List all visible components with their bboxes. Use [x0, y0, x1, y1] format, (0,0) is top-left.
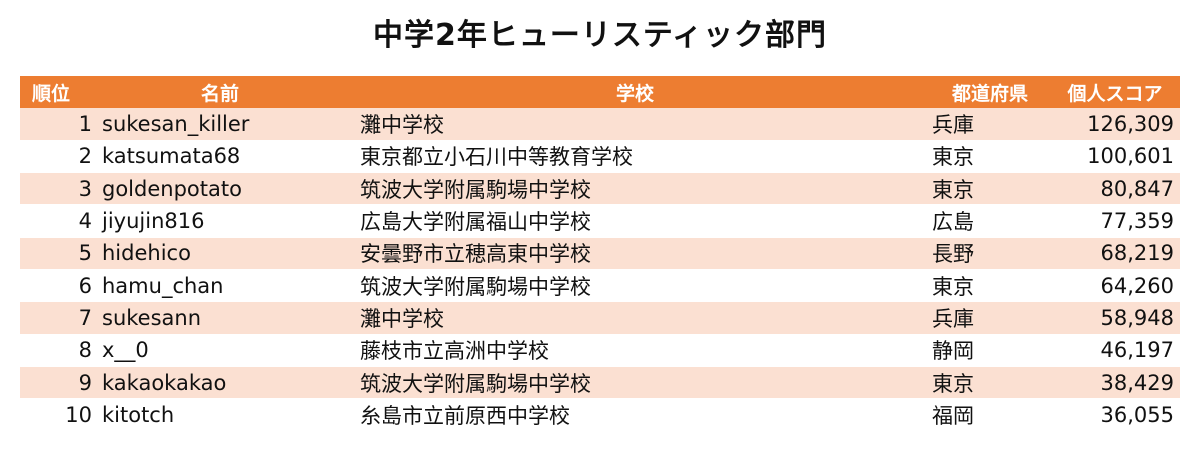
prefecture-cell: 東京	[932, 371, 974, 396]
table-row: 10 kitotch 糸島市立前原西中学校 福岡 36,055	[20, 398, 1180, 431]
rank-cell: 6	[78, 273, 92, 298]
score-cell: 46,197	[1100, 338, 1174, 363]
school-cell: 灘中学校	[360, 306, 444, 331]
rank-cell: 3	[78, 176, 92, 201]
prefecture-cell: 広島	[932, 210, 974, 235]
ranking-table: 順位 名前 学校 都道府県 個人スコア 1 sukesan_killer 灘中学…	[20, 76, 1180, 431]
school-cell: 筑波大学附属駒場中学校	[360, 274, 591, 299]
score-cell: 38,429	[1100, 370, 1174, 395]
table-body: 1 sukesan_killer 灘中学校 兵庫 126,309 2 katsu…	[20, 108, 1180, 431]
table-row: 6 hamu_chan 筑波大学附属駒場中学校 東京 64,260	[20, 269, 1180, 302]
page-title: 中学2年ヒューリスティック部門	[372, 18, 828, 53]
score-cell: 77,359	[1100, 209, 1174, 234]
rank-cell: 1	[78, 111, 92, 136]
name-cell: kitotch	[102, 402, 175, 427]
table-row: 5 hidehico 安曇野市立穂高東中学校 長野 68,219	[20, 237, 1180, 270]
school-cell: 藤枝市立高洲中学校	[360, 339, 549, 364]
table-row: 9 kakaokakao 筑波大学附属駒場中学校 東京 38,429	[20, 366, 1180, 399]
header-school: 学校	[615, 82, 654, 105]
prefecture-cell: 東京	[932, 177, 974, 202]
score-cell: 58,948	[1100, 305, 1174, 330]
score-cell: 100,601	[1087, 144, 1174, 169]
table-row: 2 katsumata68 東京都立小石川中等教育学校 東京 100,601	[20, 140, 1180, 173]
school-cell: 筑波大学附属駒場中学校	[360, 177, 591, 202]
score-cell: 64,260	[1100, 273, 1174, 298]
rank-cell: 9	[78, 370, 92, 395]
rank-cell: 5	[78, 241, 92, 266]
rank-cell: 4	[78, 209, 92, 234]
score-cell: 36,055	[1100, 402, 1174, 427]
school-cell: 広島大学附属福山中学校	[360, 210, 591, 235]
header-score: 個人スコア	[1067, 82, 1163, 105]
prefecture-cell: 兵庫	[932, 112, 974, 137]
table-row: 4 jiyujin816 広島大学附属福山中学校 広島 77,359	[20, 204, 1180, 238]
prefecture-cell: 東京	[932, 274, 974, 299]
header-rank: 順位	[32, 82, 71, 105]
rank-cell: 8	[78, 338, 92, 363]
name-cell: jiyujin816	[102, 209, 205, 234]
school-cell: 筑波大学附属駒場中学校	[360, 371, 591, 396]
header-name: 名前	[200, 82, 239, 105]
score-cell: 68,219	[1100, 241, 1174, 266]
name-cell: katsumata68	[102, 144, 241, 169]
name-cell: x__0	[102, 338, 149, 363]
school-cell: 安曇野市立穂高東中学校	[360, 242, 591, 267]
table-row: 3 goldenpotato 筑波大学附属駒場中学校 東京 80,847	[20, 172, 1180, 205]
rank-cell: 7	[78, 305, 92, 330]
table-row: 1 sukesan_killer 灘中学校 兵庫 126,309	[20, 108, 1180, 141]
prefecture-cell: 長野	[932, 242, 974, 267]
prefecture-cell: 兵庫	[932, 306, 974, 331]
table-row: 8 x__0 藤枝市立高洲中学校 静岡 46,197	[20, 334, 1180, 367]
table-header: 順位 名前 学校 都道府県 個人スコア	[20, 76, 1180, 108]
name-cell: sukesann	[102, 305, 202, 330]
prefecture-cell: 静岡	[932, 339, 974, 364]
name-cell: hamu_chan	[102, 273, 224, 298]
header-prefecture: 都道府県	[951, 82, 1028, 105]
school-cell: 東京都立小石川中等教育学校	[360, 145, 633, 170]
name-cell: hidehico	[102, 241, 191, 266]
name-cell: goldenpotato	[102, 176, 242, 201]
rank-cell: 2	[78, 144, 92, 169]
table-row: 7 sukesann 灘中学校 兵庫 58,948	[20, 301, 1180, 335]
name-cell: sukesan_killer	[102, 111, 250, 136]
school-cell: 灘中学校	[360, 112, 444, 137]
header-row: 順位 名前 学校 都道府県 個人スコア	[20, 76, 1180, 108]
rank-cell: 10	[65, 402, 92, 427]
prefecture-cell: 東京	[932, 145, 974, 170]
school-cell: 糸島市立前原西中学校	[360, 403, 570, 428]
prefecture-cell: 福岡	[932, 403, 974, 428]
name-cell: kakaokakao	[102, 370, 227, 395]
score-cell: 80,847	[1100, 176, 1174, 201]
score-cell: 126,309	[1087, 111, 1174, 136]
